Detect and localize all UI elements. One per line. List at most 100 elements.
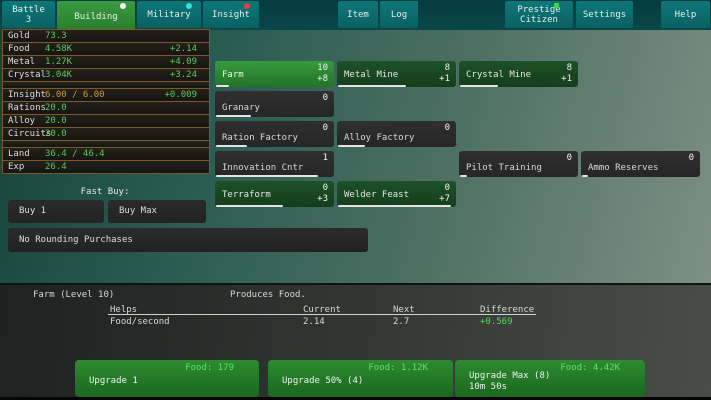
upgrade-1-button[interactable]: Food: 179 Upgrade 1 — [75, 360, 259, 397]
progress-bar — [460, 175, 468, 177]
resource-panel: Gold 73.3 Food 4.58K +2.14 Metal 1.27K +… — [2, 29, 210, 174]
resource-row-insight: Insight 6.00 / 6.00 +0.009 — [2, 88, 210, 102]
building-count: 0 — [322, 183, 328, 193]
resource-delta: +4.09 — [169, 57, 197, 67]
tab-prestige-label: Prestige — [517, 4, 561, 15]
detail-row-next: 2.7 — [393, 317, 410, 327]
building-alloy-factory-button[interactable]: Alloy Factory 0 — [337, 121, 456, 147]
building-count: 0 — [444, 123, 450, 133]
building-label: Alloy Factory — [344, 133, 415, 143]
building-count: 8 — [444, 63, 450, 73]
resource-value: 73.3 — [45, 31, 67, 41]
bottom-black-strip — [0, 397, 711, 400]
tab-building[interactable]: Building — [57, 1, 135, 33]
resource-name: Insight — [8, 90, 46, 100]
building-label: Terraform — [222, 190, 271, 200]
resource-row-crystal: Crystal 3.04K +3.24 — [2, 68, 210, 82]
building-count: 0 — [688, 153, 694, 163]
resource-row-gold: Gold 73.3 — [2, 29, 210, 43]
building-granary-button[interactable]: Granary 0 — [215, 91, 334, 117]
building-count: 1 — [322, 153, 328, 163]
building-count: 10 — [317, 63, 328, 73]
building-indicator-dot-icon — [120, 3, 126, 9]
tab-settings[interactable]: Settings — [576, 1, 633, 28]
resource-value: 4.58K — [45, 44, 73, 54]
building-welder-feast-button[interactable]: Welder Feast 0 +7 — [337, 181, 456, 207]
progress-bar — [338, 145, 366, 147]
resource-value: 6.00 / 6.00 — [45, 90, 105, 100]
resource-row-rations: Rations 20.0 — [2, 101, 210, 115]
upgrade-50-label: Upgrade 50% (4) — [282, 376, 364, 386]
progress-bar — [460, 85, 499, 87]
buy-max-button[interactable]: Buy Max — [108, 200, 206, 223]
tab-battle-badge: 3 — [25, 14, 32, 25]
building-label: Crystal Mine — [466, 70, 532, 80]
building-count: 8 — [566, 63, 572, 73]
resource-name: Food — [8, 44, 30, 54]
building-label: Metal Mine — [344, 70, 399, 80]
buy-1-button[interactable]: Buy 1 — [8, 200, 104, 223]
progress-bar — [216, 205, 283, 207]
tab-battle-label: Battle — [12, 4, 45, 15]
tab-item[interactable]: Item — [338, 1, 378, 28]
tab-prestige[interactable]: Prestige Citizen — [505, 1, 573, 28]
resource-row-circuits: Circuits 20.0 — [2, 127, 210, 141]
building-terraform-button[interactable]: Terraform 0 +3 — [215, 181, 334, 207]
resource-name: Circuits — [8, 129, 52, 139]
progress-bar — [216, 145, 247, 147]
resource-row-exp: Exp 26.4 — [2, 160, 210, 174]
upgrade-max-cost: Food: 4.42K — [560, 363, 620, 373]
building-ammo-reserves-button[interactable]: Ammo Reserves 0 — [581, 151, 700, 177]
detail-header-difference: Difference — [480, 305, 535, 315]
tab-log[interactable]: Log — [380, 1, 418, 28]
building-farm-button[interactable]: Farm 10 +8 — [215, 61, 334, 87]
building-ration-factory-button[interactable]: Ration Factory 0 — [215, 121, 334, 147]
upgrade-50-button[interactable]: Food: 1.12K Upgrade 50% (4) — [268, 360, 453, 397]
detail-header-underline — [108, 314, 536, 315]
no-rounding-purchases-button[interactable]: No Rounding Purchases — [8, 228, 368, 252]
upgrade-max-button[interactable]: Food: 4.42K Upgrade Max (8) 10m 50s — [455, 360, 645, 397]
resource-value: 20.0 — [45, 103, 67, 113]
building-label: Welder Feast — [344, 190, 410, 200]
resource-name: Alloy — [8, 116, 36, 126]
detail-header-next: Next — [393, 305, 415, 315]
building-metal-mine-button[interactable]: Metal Mine 8 +1 — [337, 61, 456, 87]
building-label: Ration Factory — [222, 133, 298, 143]
tab-battle[interactable]: Battle 3 — [2, 1, 55, 28]
building-innovation-cntr-button[interactable]: Innovation Cntr 1 — [215, 151, 334, 177]
detail-header-current: Current — [303, 305, 341, 315]
progress-bar — [216, 115, 251, 117]
building-gain: +7 — [439, 194, 450, 204]
building-crystal-mine-button[interactable]: Crystal Mine 8 +1 — [459, 61, 578, 87]
building-gain: +3 — [317, 194, 328, 204]
resource-name: Gold — [8, 31, 30, 41]
tab-insight[interactable]: Insight — [203, 1, 259, 28]
detail-row-name: Food/second — [110, 317, 170, 327]
detail-row-difference: +0.569 — [480, 317, 513, 327]
upgrade-max-label: Upgrade Max (8) — [469, 371, 551, 381]
tab-military[interactable]: Military — [137, 1, 201, 28]
resource-name: Metal — [8, 57, 36, 67]
tab-help[interactable]: Help — [661, 1, 710, 28]
resource-value: 1.27K — [45, 57, 73, 67]
upgrade-1-label: Upgrade 1 — [89, 376, 138, 386]
building-label: Ammo Reserves — [588, 163, 659, 173]
tab-building-label: Building — [74, 12, 118, 22]
resource-value: 26.4 — [45, 162, 67, 172]
resource-value: 20.0 — [45, 116, 67, 126]
building-count: 0 — [444, 183, 450, 193]
resource-row-food: Food 4.58K +2.14 — [2, 42, 210, 56]
resource-value: 36.4 / 46.4 — [45, 149, 105, 159]
tab-military-label: Military — [147, 9, 191, 20]
no-rounding-purchases-label: No Rounding Purchases — [19, 235, 133, 245]
building-pilot-training-button[interactable]: Pilot Training 0 — [459, 151, 578, 177]
building-label: Pilot Training — [466, 163, 542, 173]
resource-name: Exp — [8, 162, 25, 172]
building-gain: +1 — [561, 74, 572, 84]
resource-name: Crystal — [8, 70, 46, 80]
building-count: 0 — [566, 153, 572, 163]
topbar: Battle 3 Building Military Insight Item … — [0, 0, 711, 33]
building-count: 0 — [322, 123, 328, 133]
tab-item-label: Item — [347, 9, 369, 20]
upgrade-50-cost: Food: 1.12K — [368, 363, 428, 373]
